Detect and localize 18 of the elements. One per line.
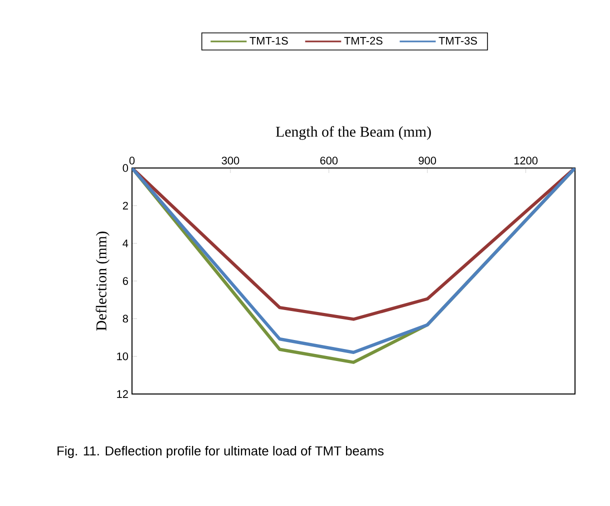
x-axis-title: Length of the Beam (mm) (276, 126, 431, 140)
y-tick-label: 10 (117, 352, 128, 360)
x-tick-label: 600 (320, 156, 338, 164)
y-axis-title: Deflection (mm) (96, 232, 110, 331)
x-tick-label: 0 (129, 156, 135, 164)
y-tick-label: 2 (122, 202, 128, 210)
y-tick-label: 12 (117, 390, 128, 398)
x-tick-label: 900 (418, 156, 436, 164)
legend-label: TMT-3S (438, 36, 477, 45)
y-tick-label: 8 (122, 314, 128, 323)
y-tick-label: 4 (122, 240, 128, 248)
legend-label: TMT-1S (250, 36, 288, 45)
x-tick-label: 1200 (514, 156, 538, 164)
y-tick-label: 6 (122, 277, 128, 285)
legend-label: TMT-2S (344, 36, 382, 45)
caption: Fig. 11. Deflection profile for ultimate load of TMT beams (58, 446, 384, 458)
x-tick-label: 300 (222, 156, 240, 164)
y-tick-label: 0 (122, 164, 128, 172)
